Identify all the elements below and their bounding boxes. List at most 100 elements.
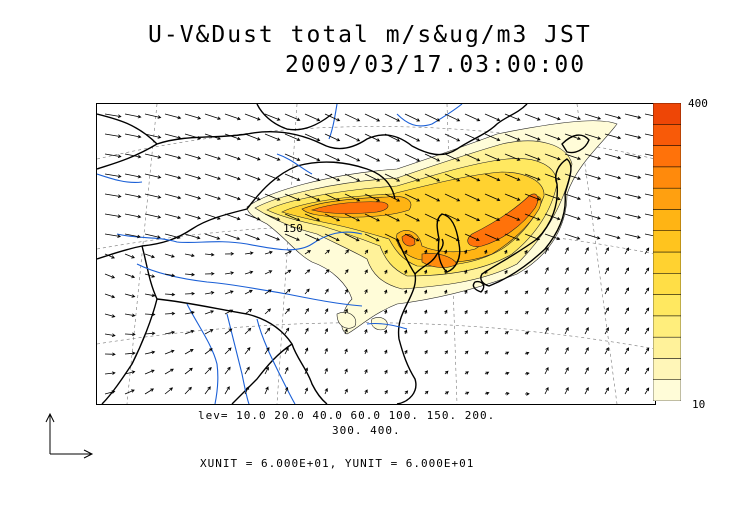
colorbar (653, 103, 681, 401)
wind-vector-arrow (104, 293, 116, 299)
wind-vector-arrow (144, 293, 156, 298)
wind-vector-arrow (504, 290, 508, 295)
wind-vector-arrow (544, 266, 549, 275)
wind-vector-arrow (624, 287, 630, 295)
wind-vector-arrow (564, 327, 569, 335)
wind-vector-arrow (304, 233, 320, 241)
wind-vector-arrow (544, 286, 549, 295)
wind-vector-arrow (504, 269, 508, 275)
contour-levels-line1: lev= 10.0 20.0 40.0 60.0 100. 150. 200. (198, 409, 496, 422)
wind-vector-arrow (484, 391, 490, 396)
wind-vector-arrow (244, 270, 254, 275)
wind-vector-arrow (463, 269, 468, 275)
wind-vector-arrow (364, 133, 381, 142)
wind-vector-arrow (284, 233, 300, 241)
wind-vector-arrow (424, 153, 441, 162)
wind-vector-arrow (144, 350, 156, 355)
wind-vector-arrow (104, 133, 122, 138)
wind-vector-arrow (144, 388, 155, 395)
wind-vector-arrow (284, 366, 289, 375)
wind-vector-arrow (364, 328, 368, 335)
dust-contour-200 (310, 201, 389, 214)
wind-vector-arrow (264, 173, 281, 181)
wind-vector-arrow (164, 193, 182, 200)
wind-vector-arrow (304, 250, 311, 255)
wind-vector-arrow (444, 233, 460, 242)
wind-vectors (104, 113, 655, 396)
wind-vector-arrow (184, 113, 202, 120)
wind-vector-arrow (304, 213, 321, 222)
wind-vector-arrow (404, 390, 409, 395)
wind-vector-arrow (244, 233, 261, 241)
wind-vector-arrow (524, 133, 541, 141)
wind-vector-arrow (544, 133, 561, 141)
wind-vector-arrow (564, 307, 569, 315)
wind-vector-arrow (424, 233, 440, 242)
wind-vector-arrow (524, 173, 541, 181)
wind-vector-arrow (224, 328, 233, 335)
wind-vector-arrow (524, 270, 528, 275)
chart-title: U-V&Dust total m/s&ug/m3 JST (148, 22, 592, 48)
wind-vector-arrow (264, 270, 273, 275)
wind-vector-arrow (584, 247, 589, 255)
wind-vector-arrow (423, 309, 428, 315)
wind-vector-arrow (644, 233, 655, 237)
rivers (97, 104, 463, 404)
wind-vector-arrow (264, 250, 273, 255)
colorbar-swatch (653, 379, 681, 401)
wind-vector-arrow (204, 133, 221, 140)
wind-vector-arrow (484, 173, 501, 182)
vector-units: XUNIT = 6.000E+01, YUNIT = 6.000E+01 (200, 457, 475, 470)
wind-vector-arrow (184, 310, 195, 315)
wind-vector-arrow (344, 308, 348, 315)
wind-vector-arrow (564, 193, 582, 200)
wind-vector-arrow (624, 173, 642, 179)
wind-vector-arrow (423, 269, 428, 275)
wind-vector-arrow (224, 290, 234, 295)
colorbar-swatch (653, 209, 681, 231)
wind-vector-arrow (443, 249, 448, 255)
wind-vector-arrow (584, 233, 601, 240)
wind-vector-arrow (444, 370, 449, 375)
wind-vector-arrow (304, 193, 321, 202)
wind-vector-arrow (584, 213, 601, 220)
wind-vector-arrow (604, 247, 609, 255)
wind-vector-arrow (564, 153, 582, 160)
wind-vector-arrow (104, 333, 116, 337)
wind-vector-arrow (104, 113, 122, 118)
wind-vector-arrow (164, 133, 182, 140)
wind-vector-arrow (484, 113, 501, 122)
wind-vector-arrow (324, 133, 341, 142)
wind-vector-arrow (624, 267, 630, 275)
wind-vector-arrow (204, 153, 221, 160)
wind-vector-arrow (184, 367, 193, 375)
wind-vector-arrow (584, 173, 602, 180)
wind-vector-arrow (184, 253, 195, 258)
wind-vector-arrow (224, 386, 230, 395)
wind-vector-arrow (604, 153, 622, 160)
wind-vector-arrow (244, 327, 252, 335)
wind-vector-arrow (484, 269, 488, 275)
wind-vector-arrow (423, 289, 428, 295)
wind-vector-arrow (224, 271, 235, 275)
wind-vector-arrow (164, 368, 174, 375)
wind-vector-arrow (324, 387, 328, 395)
wind-vector-arrow (164, 311, 176, 316)
wind-vector-arrow (584, 387, 589, 395)
wind-vector-arrow (184, 193, 202, 200)
wind-vector-arrow (544, 306, 549, 315)
wind-vector-arrow (624, 327, 630, 335)
wind-vector-arrow (264, 133, 281, 141)
wind-vector-arrow (304, 327, 309, 335)
wind-vector-arrow (604, 193, 622, 200)
wind-vector-arrow (624, 387, 630, 395)
wind-vector-arrow (584, 267, 589, 275)
wind-vector-arrow (404, 133, 421, 142)
wind-vector-arrow (324, 213, 341, 222)
wind-vector-arrow (424, 329, 428, 335)
wind-vector-arrow (244, 213, 261, 221)
wind-vector-arrow (544, 193, 561, 201)
wind-vector-arrow (404, 370, 408, 375)
wind-vector-arrow (204, 173, 221, 180)
wind-vector-arrow (504, 113, 521, 121)
